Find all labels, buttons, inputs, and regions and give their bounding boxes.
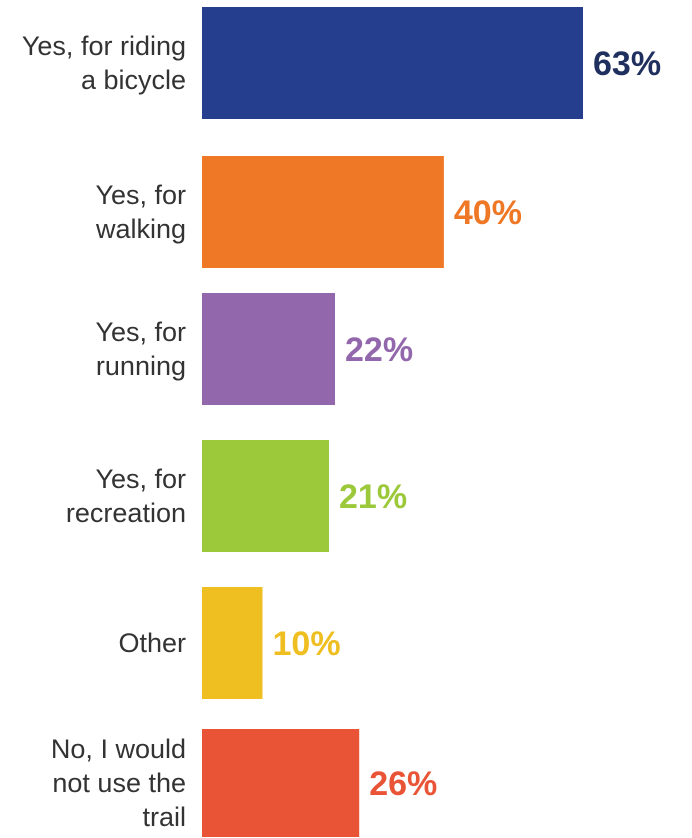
value-label-3: 22% bbox=[345, 331, 413, 369]
bar-1 bbox=[202, 7, 583, 119]
category-label-3: Yes, for running bbox=[95, 317, 186, 381]
value-label-4: 21% bbox=[339, 478, 407, 516]
bar-5 bbox=[202, 587, 263, 699]
bar-3 bbox=[202, 293, 335, 405]
value-label-2: 40% bbox=[454, 194, 522, 232]
category-label-5: Other bbox=[118, 628, 186, 658]
category-label-6: No, I would not use the trail bbox=[51, 734, 186, 832]
bar-2 bbox=[202, 156, 444, 268]
value-label-1: 63% bbox=[593, 45, 661, 83]
bar-6 bbox=[202, 729, 360, 837]
value-label-5: 10% bbox=[273, 625, 341, 663]
value-label-6: 26% bbox=[369, 765, 437, 803]
category-label-4: Yes, for recreation bbox=[66, 464, 186, 528]
category-label-1: Yes, for riding a bicycle bbox=[22, 31, 186, 95]
category-label-2: Yes, for walking bbox=[95, 180, 186, 244]
bar-4 bbox=[202, 440, 329, 552]
